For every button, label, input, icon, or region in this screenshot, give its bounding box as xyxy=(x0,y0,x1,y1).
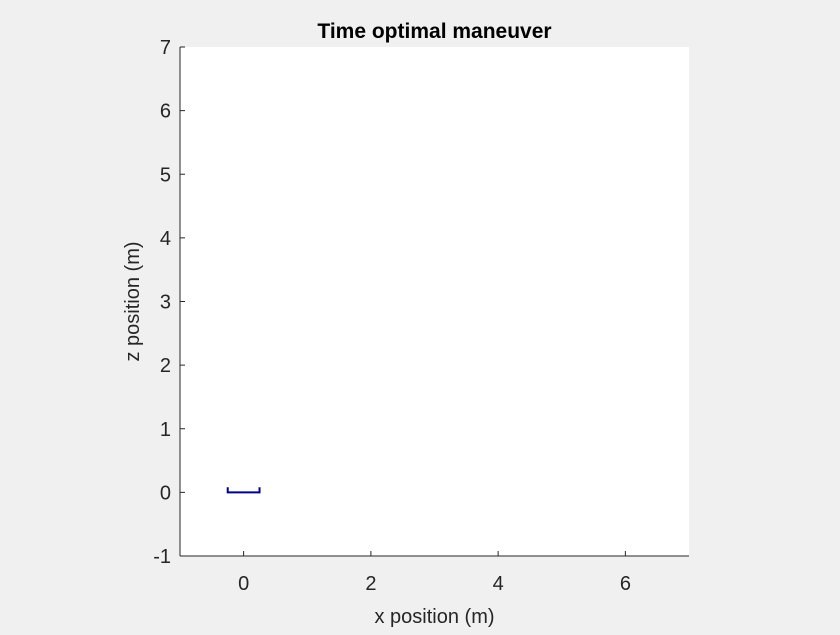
x-axis-label: x position (m) xyxy=(374,606,494,628)
x-tick-label: 0 xyxy=(238,573,249,595)
y-tick-label: 5 xyxy=(160,164,171,186)
x-tick-label: 2 xyxy=(365,573,376,595)
x-tick-label: 4 xyxy=(493,573,504,595)
axes-background xyxy=(180,47,689,556)
x-tick-label: 6 xyxy=(620,573,631,595)
series-line-0 xyxy=(226,487,261,494)
y-tick-label: 0 xyxy=(160,482,171,504)
y-tick-label: -1 xyxy=(153,546,171,568)
y-tick-label: 4 xyxy=(160,228,171,250)
y-axis-label: z position (m) xyxy=(122,241,144,361)
y-tick-label: 1 xyxy=(160,419,171,441)
y-tick-label: 2 xyxy=(160,355,171,377)
y-tick-label: 6 xyxy=(160,101,171,123)
chart-title: Time optimal maneuver xyxy=(317,20,551,43)
y-tick-label: 7 xyxy=(160,37,171,59)
y-tick-label: 3 xyxy=(160,292,171,314)
axes-layer: 0 2 4 6 -1 0 1 2 3 4 5 6 7 xyxy=(153,37,689,595)
plot-layer xyxy=(226,487,261,494)
